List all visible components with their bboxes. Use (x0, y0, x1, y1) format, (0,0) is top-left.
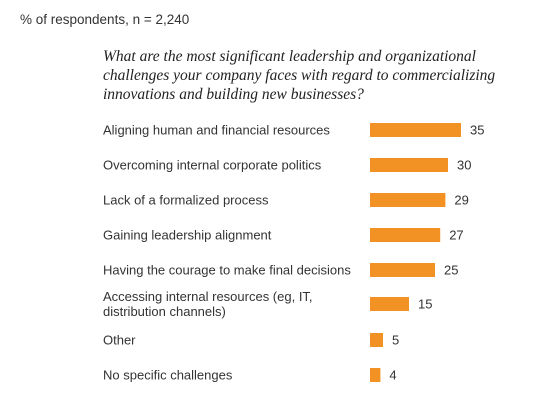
value-label: 4 (389, 368, 396, 383)
bar (370, 333, 383, 347)
bar (370, 368, 381, 382)
category-label-line: Lack of a formalized process (103, 193, 269, 208)
bar (370, 193, 446, 207)
category-label: Aligning human and financial resources (103, 123, 330, 138)
category-label: Accessing internal resources (eg, IT, dis… (103, 289, 313, 319)
category-label-line: Accessing internal resources (eg, IT, (103, 289, 313, 304)
chart-question: What are the most significant leadership… (103, 48, 496, 103)
bar (370, 263, 435, 277)
bar (370, 123, 461, 137)
value-label: 25 (444, 263, 458, 278)
bar (370, 297, 409, 311)
category-label: Lack of a formalized process (103, 193, 269, 208)
bar (370, 228, 441, 242)
value-label: 35 (470, 123, 484, 138)
value-label: 29 (454, 193, 468, 208)
category-label: Gaining leadership alignment (103, 228, 272, 243)
category-label-line: distribution channels) (103, 304, 226, 319)
value-label: 15 (418, 297, 432, 312)
chart-note: % of respondents, n = 2,240 (20, 12, 190, 27)
category-label: No specific challenges (103, 368, 233, 383)
category-label: Having the courage to make final decisio… (103, 263, 351, 278)
category-label-line: Overcoming internal corporate politics (103, 158, 322, 173)
value-label: 5 (392, 333, 399, 348)
category-label: Other (103, 333, 136, 348)
category-label: Overcoming internal corporate politics (103, 158, 322, 173)
value-label: 30 (457, 158, 471, 173)
category-label-line: Having the courage to make final decisio… (103, 263, 351, 278)
category-label-line: Aligning human and financial resources (103, 123, 330, 138)
bar (370, 158, 448, 172)
category-label-line: Other (103, 333, 136, 348)
category-label-line: No specific challenges (103, 368, 233, 383)
category-label-line: Gaining leadership alignment (103, 228, 272, 243)
value-label: 27 (449, 228, 463, 243)
